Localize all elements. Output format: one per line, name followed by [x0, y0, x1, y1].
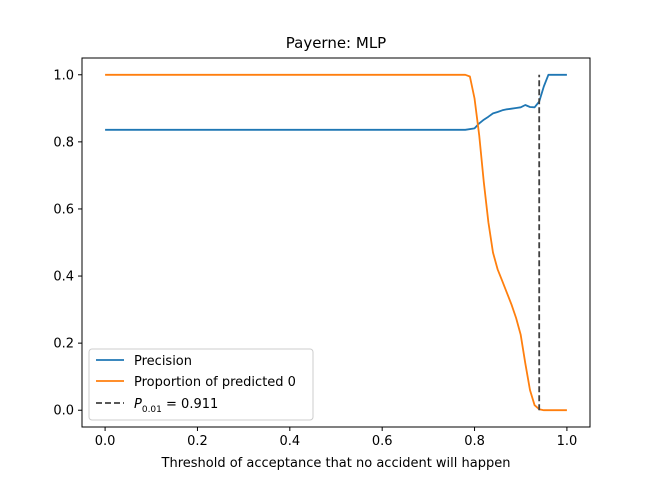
y-tick-label: 0.2 [53, 337, 74, 352]
x-tick-label: 0.4 [279, 434, 300, 449]
y-tick-label: 0.0 [53, 404, 74, 419]
x-tick-label: 1.0 [557, 434, 578, 449]
series-line-proportion [105, 73, 567, 412]
x-axis-label: Threshold of acceptance that no accident… [161, 456, 511, 471]
threshold-subscript: 0.01 [142, 405, 162, 415]
threshold-symbol: P [134, 397, 142, 412]
series-line-precision [105, 73, 567, 131]
y-tick-label: 0.6 [53, 202, 74, 217]
threshold-value: = 0.911 [162, 397, 218, 412]
x-tick-label: 0.8 [464, 434, 485, 449]
legend-label-precision: Precision [134, 354, 192, 369]
legend: Precision Proportion of predicted 0 P0.0… [88, 348, 314, 421]
x-tick-label: 0.2 [187, 434, 208, 449]
x-tick-label: 0.6 [372, 434, 393, 449]
y-tick-label: 1.0 [53, 68, 74, 83]
y-axis-ticks: 0.0 0.2 0.4 0.6 0.8 1.0 [53, 68, 82, 419]
y-tick-label: 0.8 [53, 135, 74, 150]
x-tick-label: 0.0 [95, 434, 116, 449]
legend-label-proportion: Proportion of predicted 0 [134, 375, 296, 390]
plot-frame [81, 57, 591, 428]
series-layer [105, 73, 567, 412]
legend-label-threshold: P0.01 = 0.911 [134, 397, 218, 415]
legend-box [88, 348, 314, 421]
y-tick-label: 0.4 [53, 270, 74, 285]
x-axis-ticks: 0.0 0.2 0.4 0.6 0.8 1.0 [95, 427, 578, 449]
chart-title: Payerne: MLP [286, 34, 386, 52]
